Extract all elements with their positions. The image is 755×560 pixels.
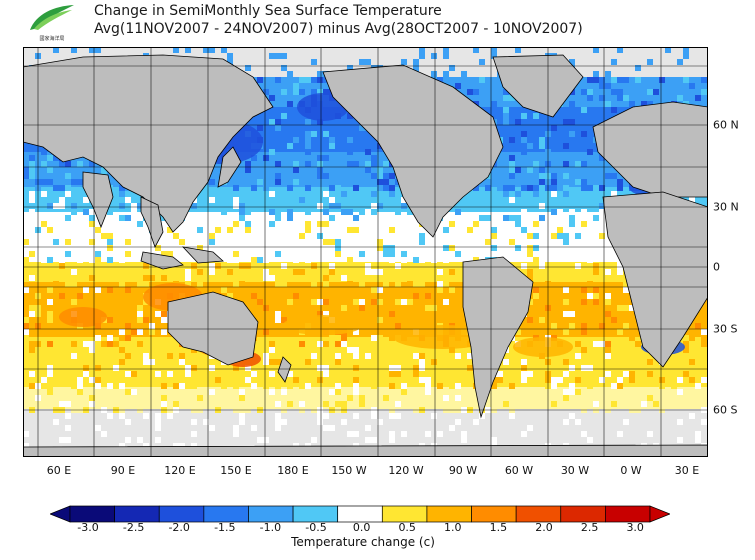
colorbar-tick-label: 1.0 bbox=[444, 521, 462, 534]
colorbar-swatch bbox=[114, 505, 160, 523]
colorbar-tick-label: 0.0 bbox=[352, 521, 371, 534]
colorbar-swatch bbox=[560, 505, 606, 523]
landmass bbox=[167, 291, 259, 366]
longitude-label: 120 E bbox=[164, 464, 196, 477]
map-frame bbox=[23, 47, 708, 457]
latitude-label: 60 S bbox=[713, 403, 738, 417]
colorbar-label: Temperature change (c) bbox=[291, 535, 435, 549]
colorbar-tick-label: -1.5 bbox=[214, 521, 236, 534]
colorbar-tick-label: 2.0 bbox=[535, 521, 553, 534]
landmass bbox=[23, 444, 708, 457]
colorbar-swatch bbox=[471, 505, 517, 523]
longitude-label: 30 E bbox=[674, 464, 700, 477]
map-title: Change in SemiMonthly Sea Surface Temper… bbox=[94, 3, 442, 19]
longitude-label: 150 E bbox=[220, 464, 252, 477]
longitude-label: 30 W bbox=[560, 464, 590, 477]
colorbar-swatch bbox=[337, 505, 383, 523]
landmass bbox=[82, 171, 114, 229]
landmass bbox=[592, 101, 708, 198]
colorbar-swatch bbox=[69, 505, 115, 523]
landmass bbox=[462, 256, 534, 419]
latitude-label: 30 S bbox=[713, 322, 738, 336]
landmass bbox=[277, 356, 292, 383]
latitude-label: 30 N bbox=[713, 200, 739, 214]
land-masses bbox=[23, 54, 708, 457]
colorbar-tick-label: -1.0 bbox=[259, 521, 282, 534]
graticule bbox=[23, 47, 708, 457]
longitude-label: 120 W bbox=[388, 464, 424, 477]
colorbar-tick-label: -0.5 bbox=[305, 521, 327, 534]
longitude-label: 90 W bbox=[448, 464, 478, 477]
latitude-label: 60 N bbox=[713, 118, 739, 132]
longitude-label: 90 E bbox=[110, 464, 136, 477]
colorbar-tick-label: 3.0 bbox=[626, 521, 644, 534]
colorbar-swatch bbox=[515, 505, 562, 523]
longitude-label: 60 W bbox=[504, 464, 534, 477]
sst-change-map bbox=[23, 47, 708, 457]
colorbar-tick-label: -2.5 bbox=[122, 521, 145, 534]
colorbar-tick-label: -2.0 bbox=[168, 521, 190, 534]
colorbar-tick-label: 0.5 bbox=[398, 521, 416, 534]
landmass bbox=[181, 246, 224, 264]
colorbar-swatch bbox=[426, 505, 472, 523]
longitude-label: 60 E bbox=[46, 464, 72, 477]
longitude-label: 0 W bbox=[620, 464, 642, 477]
agency-logo: 國家海洋局 bbox=[30, 5, 74, 42]
colorbar-swatch bbox=[248, 505, 294, 523]
colorbar-tick-label: -3.0 bbox=[77, 521, 99, 534]
landmass bbox=[23, 54, 274, 233]
colorbar-tick-label: 2.5 bbox=[580, 521, 599, 534]
colorbar-tick-label: 1.5 bbox=[489, 521, 508, 534]
colorbar-swatch bbox=[381, 505, 428, 523]
landmass bbox=[602, 191, 708, 368]
map-subtitle: Avg(11NOV2007 - 24NOV2007) minus Avg(28O… bbox=[94, 21, 583, 37]
landmass bbox=[492, 54, 584, 118]
colorbar-arrow-right bbox=[649, 505, 670, 523]
longitude-label: 180 E bbox=[277, 464, 309, 477]
colorbar-swatch bbox=[203, 505, 249, 523]
colorbar-arrow-left bbox=[50, 505, 71, 523]
colorbar-swatch bbox=[292, 505, 339, 523]
landmass bbox=[322, 64, 504, 238]
colorbar bbox=[50, 505, 670, 523]
colorbar-swatch bbox=[158, 505, 205, 523]
latitude-label: 0 bbox=[713, 260, 720, 274]
logo-text: 國家海洋局 bbox=[39, 35, 64, 42]
colorbar-swatch bbox=[605, 505, 651, 523]
longitude-label: 150 W bbox=[331, 464, 367, 477]
